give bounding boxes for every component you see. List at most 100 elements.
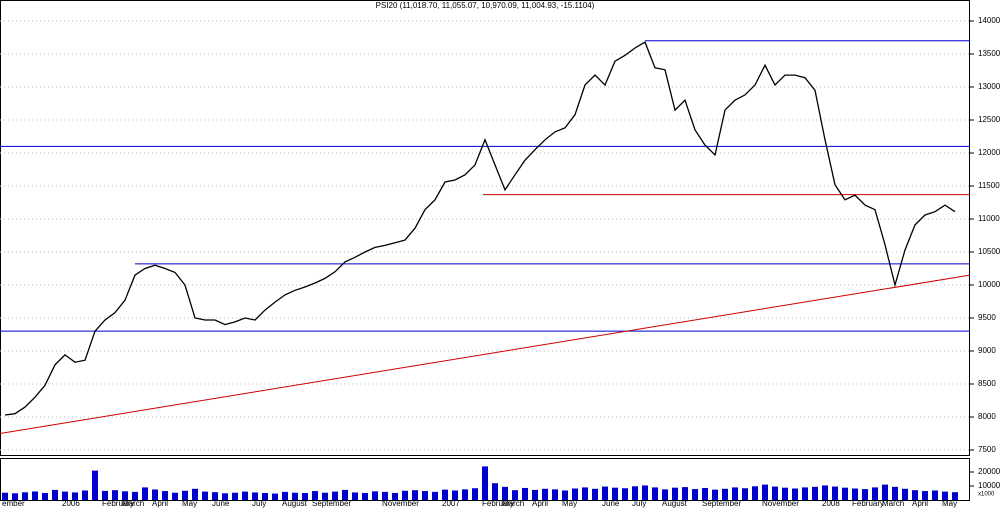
volume-bar: [942, 491, 948, 500]
volume-bar: [792, 488, 798, 500]
x-tick-label: May: [182, 499, 197, 508]
volume-bar: [222, 493, 228, 500]
volume-bar: [802, 487, 808, 500]
x-tick-label: November: [762, 499, 799, 508]
volume-tick-label: 10000: [978, 481, 1000, 490]
volume-bar: [302, 493, 308, 500]
volume-bar: [902, 488, 908, 500]
y-tick-label: 8500: [978, 379, 996, 388]
volume-bar: [492, 483, 498, 500]
x-tick-label: May: [942, 499, 957, 508]
volume-bar: [652, 487, 658, 500]
volume-bar: [332, 491, 338, 500]
volume-bar: [612, 487, 618, 500]
volume-bar: [52, 489, 58, 500]
volume-bar: [852, 488, 858, 500]
y-tick-label: 12000: [978, 148, 1000, 157]
x-tick-label: March: [122, 499, 144, 508]
volume-bar: [202, 491, 208, 500]
volume-bar: [772, 486, 778, 500]
volume-bar: [462, 489, 468, 500]
volume-bar: [592, 488, 598, 500]
volume-bar: [32, 491, 38, 500]
y-tick-label: 13500: [978, 49, 1000, 58]
volume-bar: [542, 488, 548, 500]
reference-line: [0, 274, 971, 434]
chart-title: PSI20 (11,018.70, 11,055.07, 10,970.09, …: [376, 1, 595, 10]
volume-bar: [882, 484, 888, 500]
x-tick-label: 2007: [442, 499, 460, 508]
volume-bar: [932, 490, 938, 500]
volume-bar: [422, 491, 428, 500]
x-tick-label: September: [312, 499, 351, 508]
volume-tick-label: 20000: [978, 467, 1000, 476]
volume-bar: [122, 491, 128, 500]
volume-bar: [512, 490, 518, 500]
volume-bar: [632, 486, 638, 500]
y-tick-label: 8000: [978, 412, 996, 421]
volume-bar: [452, 490, 458, 500]
volume-bar: [232, 492, 238, 500]
volume-bar: [722, 488, 728, 500]
volume-bar: [252, 492, 258, 500]
volume-bar: [732, 487, 738, 500]
volume-bar: [402, 490, 408, 500]
y-tick-label: 11500: [978, 181, 1000, 190]
volume-bar: [182, 490, 188, 500]
volume-bar: [742, 488, 748, 500]
volume-bar: [142, 487, 148, 500]
volume-bar: [872, 487, 878, 500]
x-tick-label: March: [502, 499, 524, 508]
volume-bar: [822, 485, 828, 500]
x-tick-label: November: [382, 499, 419, 508]
y-tick-label: 10000: [978, 280, 1000, 289]
volume-bar: [372, 491, 378, 500]
x-tick-label: February: [852, 499, 884, 508]
volume-bar: [552, 489, 558, 500]
x-tick-label: February: [482, 499, 514, 508]
volume-bar: [192, 488, 198, 500]
volume-bar: [92, 470, 98, 500]
volume-bar: [922, 491, 928, 500]
x-tick-label: 2006: [62, 499, 80, 508]
volume-bar: [682, 487, 688, 500]
x-tick-label: February: [102, 499, 134, 508]
price-panel: [0, 0, 970, 456]
y-tick-label: 13000: [978, 82, 1000, 91]
x-tick-label: May: [562, 499, 577, 508]
y-tick-label: 12500: [978, 115, 1000, 124]
volume-bar: [602, 486, 608, 500]
volume-bar: [522, 487, 528, 500]
volume-bar: [502, 486, 508, 500]
volume-bar: [352, 492, 358, 500]
x-tick-label: June: [212, 499, 230, 508]
volume-bar: [382, 491, 388, 500]
volume-bar: [212, 492, 218, 500]
volume-bar: [622, 488, 628, 500]
volume-bar: [102, 490, 108, 500]
volume-bar: [152, 489, 158, 500]
price-line: [4, 41, 956, 416]
volume-bar: [532, 489, 538, 500]
volume-axis-label: x1000: [978, 492, 995, 498]
volume-bar: [322, 492, 328, 500]
volume-bar: [82, 490, 88, 500]
volume-bar: [242, 491, 248, 500]
x-tick-label: September: [702, 499, 741, 508]
x-tick-label: April: [912, 499, 928, 508]
volume-bar: [312, 491, 318, 500]
volume-bar: [832, 486, 838, 500]
x-tick-label: March: [882, 499, 904, 508]
volume-bar: [472, 488, 478, 500]
volume-bar: [342, 489, 348, 500]
volume-bar: [762, 484, 768, 500]
volume-bar: [952, 492, 958, 500]
volume-panel: [0, 458, 970, 501]
volume-bar: [752, 486, 758, 500]
volume-bar: [482, 466, 488, 500]
volume-bar: [2, 492, 8, 500]
volume-bar: [62, 491, 68, 500]
volume-bar: [132, 491, 138, 500]
volume-bar: [262, 493, 268, 500]
